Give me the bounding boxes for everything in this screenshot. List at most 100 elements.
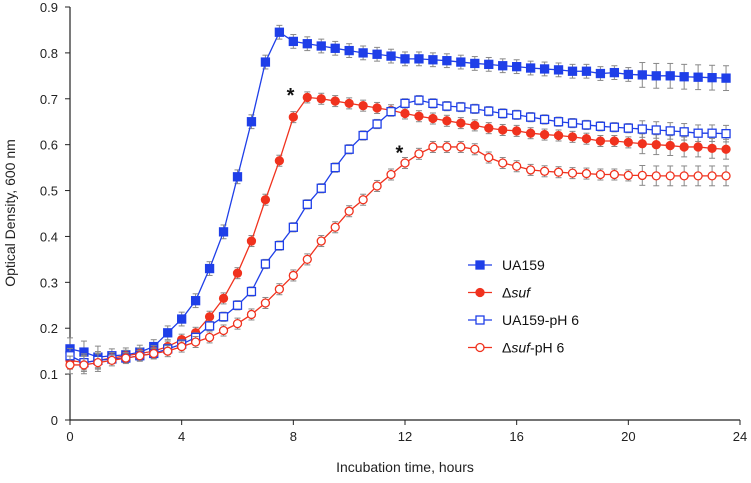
data-point — [707, 128, 717, 138]
data-point — [693, 142, 703, 152]
significance-asterisk: * — [396, 143, 404, 165]
x-tick-label: 12 — [398, 429, 412, 444]
data-point — [316, 183, 326, 193]
x-axis-label: Incubation time, hours — [336, 459, 474, 475]
y-tick-label: 0.5 — [40, 184, 58, 199]
data-point — [372, 49, 382, 59]
data-point — [316, 94, 326, 104]
data-point — [135, 351, 145, 361]
legend: UA159 Δsuf UA159-pH 6 Δsuf-pH 6 — [468, 257, 579, 356]
y-tick-label: 0.3 — [40, 275, 58, 290]
x-tick-label: 8 — [290, 429, 297, 444]
data-point — [386, 169, 396, 180]
data-point — [470, 120, 480, 131]
data-point — [539, 114, 550, 125]
data-point — [177, 341, 187, 352]
data-point — [581, 66, 592, 76]
data-point — [288, 270, 298, 281]
data-point — [512, 126, 522, 136]
data-point — [553, 130, 564, 141]
data-point — [218, 227, 229, 237]
y-tick-label: 0.4 — [40, 229, 58, 244]
data-point — [637, 124, 647, 134]
data-point — [651, 125, 661, 135]
data-point — [177, 314, 187, 324]
data-point — [232, 268, 243, 278]
data-point — [344, 98, 354, 109]
data-point — [693, 171, 703, 181]
data-point — [721, 73, 731, 83]
data-point — [665, 71, 675, 81]
data-point — [400, 98, 410, 109]
data-point — [595, 169, 606, 180]
data-point — [274, 27, 285, 37]
series-3 — [65, 140, 731, 375]
data-point — [65, 360, 75, 370]
data-point — [372, 119, 382, 129]
data-point — [665, 140, 675, 151]
x-tick-label: 24 — [733, 429, 747, 444]
data-point — [428, 98, 438, 109]
data-point — [400, 54, 410, 64]
data-point — [274, 284, 285, 294]
data-point — [553, 167, 564, 177]
data-point — [246, 309, 257, 320]
data-point — [288, 112, 298, 122]
data-point — [707, 143, 717, 153]
legend-label: UA159-pH 6 — [502, 312, 579, 328]
data-point — [288, 36, 298, 47]
y-tick-label: 0.6 — [40, 138, 58, 153]
data-point — [567, 118, 578, 128]
data-point — [567, 132, 578, 142]
data-point — [107, 355, 117, 365]
data-point — [428, 55, 438, 65]
series-0 — [65, 24, 731, 369]
data-point — [204, 263, 215, 274]
y-tick-label: 0.1 — [40, 367, 58, 382]
data-point — [204, 332, 215, 343]
data-point — [651, 171, 661, 181]
data-point — [539, 64, 550, 74]
data-point — [218, 293, 229, 304]
data-point — [414, 149, 424, 159]
data-point — [428, 113, 438, 124]
data-point — [609, 169, 620, 180]
data-point — [414, 54, 424, 64]
data-point — [525, 128, 536, 138]
data-point — [428, 142, 438, 152]
data-point — [344, 206, 354, 216]
data-point — [442, 142, 452, 152]
data-point — [498, 125, 508, 135]
data-point — [595, 121, 606, 131]
data-point — [721, 171, 731, 181]
data-point — [358, 195, 368, 205]
data-point — [386, 51, 396, 61]
data-point — [218, 325, 229, 336]
data-point — [581, 168, 592, 179]
data-point — [623, 69, 633, 80]
data-point — [512, 161, 522, 171]
data-point — [456, 118, 466, 128]
data-point — [316, 41, 326, 51]
data-point — [484, 106, 494, 116]
data-point — [274, 156, 285, 166]
data-point — [525, 63, 536, 73]
data-point — [567, 168, 578, 178]
data-point — [679, 127, 689, 137]
data-point — [344, 45, 354, 56]
data-point — [204, 312, 215, 322]
x-tick-label: 0 — [66, 429, 73, 444]
data-point — [609, 67, 620, 78]
data-point — [595, 68, 606, 79]
data-point — [512, 62, 522, 72]
data-point — [721, 144, 731, 154]
data-point — [470, 104, 480, 114]
data-point — [400, 108, 410, 119]
data-point — [358, 48, 368, 58]
data-point — [372, 181, 382, 191]
data-point — [288, 222, 298, 232]
data-point — [400, 158, 410, 168]
y-tick-label: 0 — [51, 413, 58, 428]
data-point — [581, 134, 592, 144]
data-point — [525, 112, 536, 122]
